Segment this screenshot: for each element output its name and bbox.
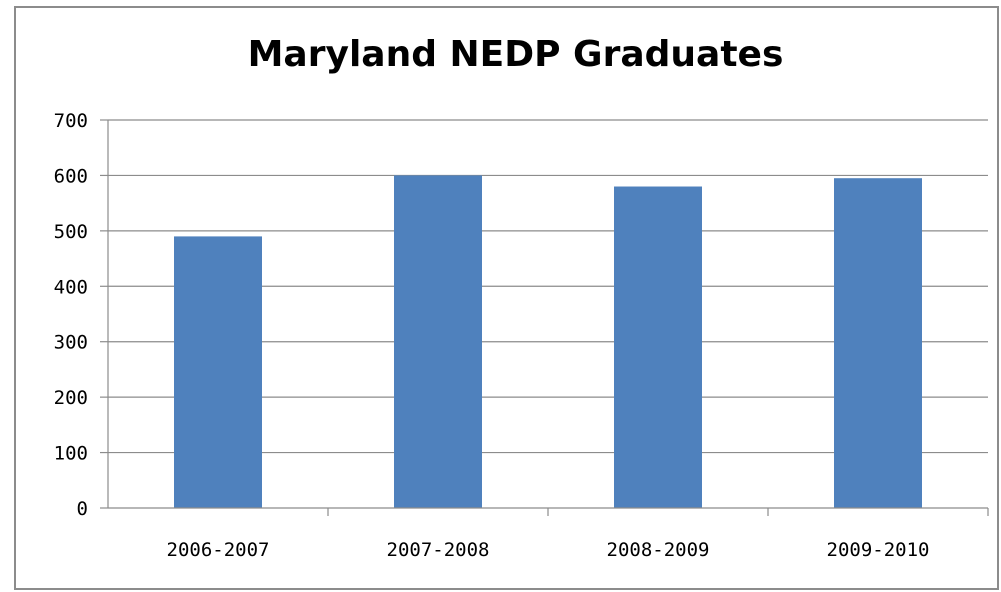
y-tick-label: 700 [54,110,88,132]
x-tick-label: 2008-2009 [607,539,710,561]
bar-2008-2009 [614,186,702,508]
x-tick-label: 2006-2007 [167,539,270,561]
bar-2007-2008 [394,175,482,508]
bars [174,175,922,508]
y-tick-label: 300 [54,332,88,354]
chart-title: Maryland NEDP Graduates [247,34,784,75]
y-tick-label: 500 [54,221,88,243]
axes [100,119,989,516]
x-tick-label: 2009-2010 [827,539,930,561]
bar-2009-2010 [834,178,922,508]
tick-labels: 0 100 200 300 400 500 600 700 2006-2007 2007-2008… [54,110,930,561]
y-tick-label: 100 [54,443,88,465]
y-tick-label: 400 [54,276,88,298]
y-tick-label: 600 [54,165,88,187]
x-tick-label: 2007-2008 [387,539,490,561]
y-tick-label: 0 [77,498,88,520]
bar-2006-2007 [174,236,262,508]
y-tick-label: 200 [54,387,88,409]
